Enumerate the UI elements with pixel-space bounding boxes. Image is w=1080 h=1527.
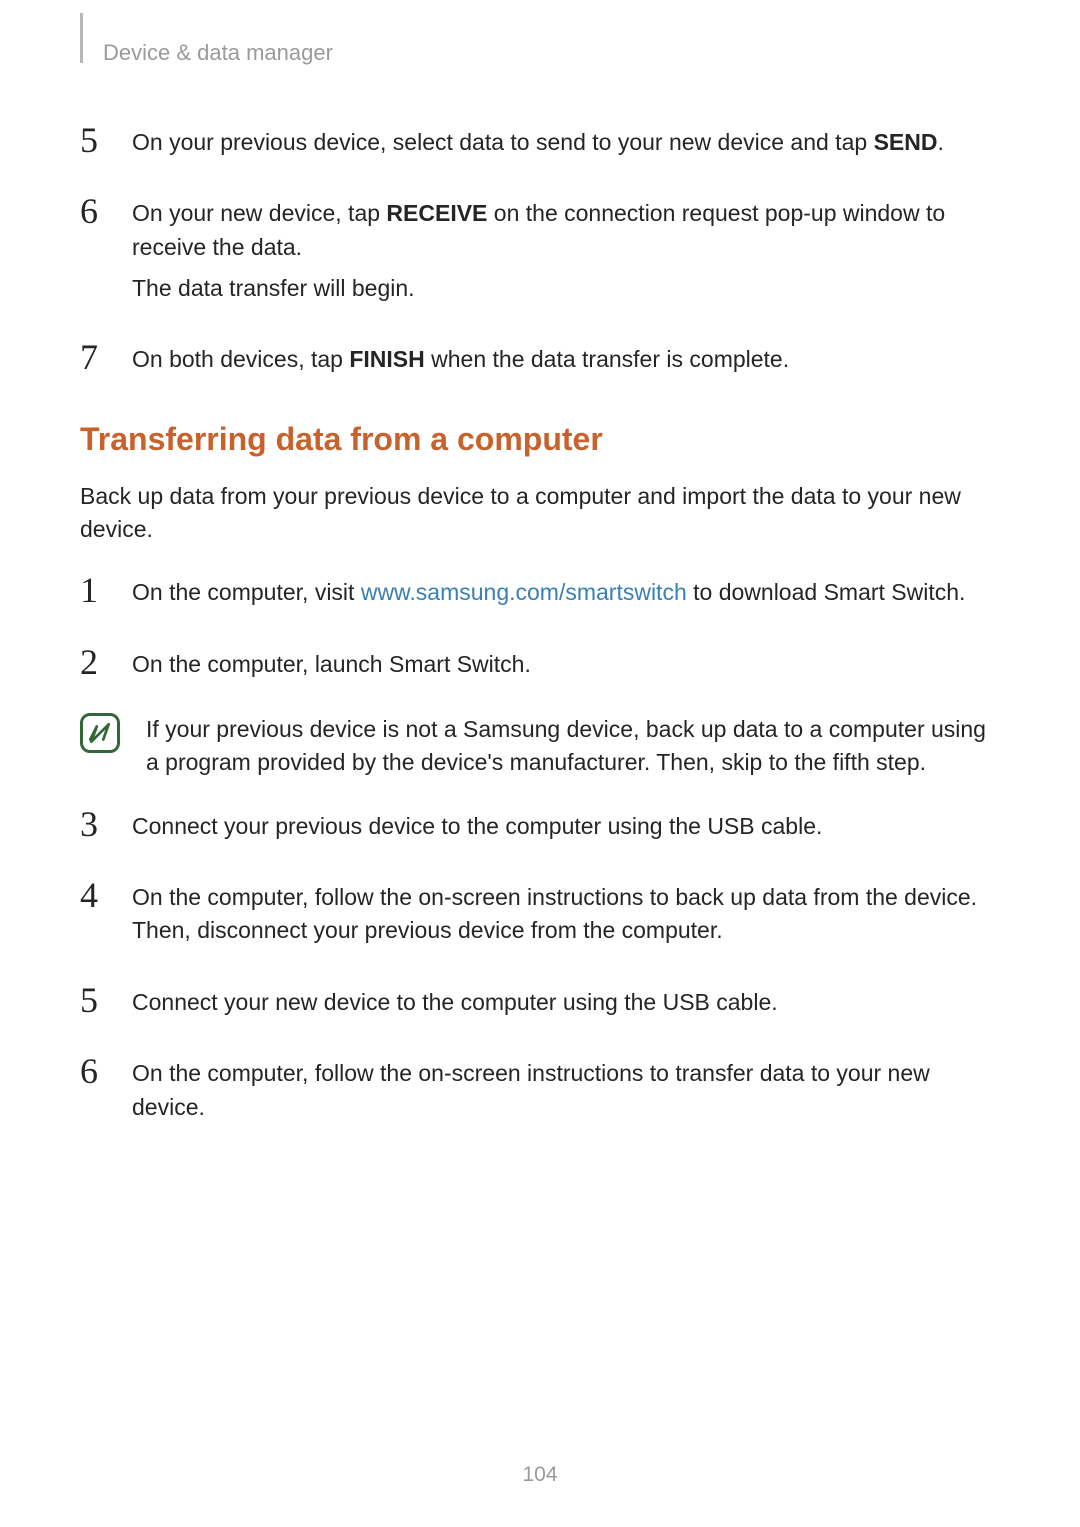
step-row: 3Connect your previous device to the com… (80, 810, 1000, 851)
step-line: On both devices, tap FINISH when the dat… (132, 343, 1000, 376)
section-heading: Transferring data from a computer (80, 421, 1000, 458)
step-line: On your new device, tap RECEIVE on the c… (132, 197, 1000, 264)
note-icon (80, 713, 120, 753)
bold-text: RECEIVE (386, 200, 487, 226)
step-body: On the computer, follow the on-screen in… (132, 881, 1000, 956)
text: Connect your previous device to the comp… (132, 813, 822, 839)
note-icon-wrap (80, 713, 132, 753)
text: On the computer, visit (132, 579, 361, 605)
step-body: On your previous device, select data to … (132, 126, 1000, 167)
step-line: Connect your previous device to the comp… (132, 810, 1000, 843)
step-number: 1 (80, 572, 132, 608)
step-number: 5 (80, 982, 132, 1018)
steps-list-1: 5On your previous device, select data to… (80, 126, 1000, 385)
step-row: 6On the computer, follow the on-screen i… (80, 1057, 1000, 1132)
step-row: 7On both devices, tap FINISH when the da… (80, 343, 1000, 384)
step-line: Connect your new device to the computer … (132, 986, 1000, 1019)
step-row: 5Connect your new device to the computer… (80, 986, 1000, 1027)
text: On the computer, follow the on-screen in… (132, 1060, 930, 1119)
page-number: 104 (0, 1463, 1080, 1487)
text: when the data transfer is complete. (425, 346, 789, 372)
text: On your new device, tap (132, 200, 386, 226)
step-row: 2On the computer, launch Smart Switch. (80, 648, 1000, 689)
bold-text: SEND (874, 129, 938, 155)
text: On the computer, launch Smart Switch. (132, 651, 531, 677)
step-line: On the computer, follow the on-screen in… (132, 1057, 1000, 1124)
step-line: On the computer, launch Smart Switch. (132, 648, 1000, 681)
steps-list-2a: 1On the computer, visit www.samsung.com/… (80, 576, 1000, 689)
breadcrumb: Device & data manager (80, 40, 1000, 66)
step-body: On the computer, visit www.samsung.com/s… (132, 576, 1000, 617)
step-line: On the computer, visit www.samsung.com/s… (132, 576, 1000, 609)
step-line: The data transfer will begin. (132, 272, 1000, 305)
step-number: 7 (80, 339, 132, 375)
step-row: 6On your new device, tap RECEIVE on the … (80, 197, 1000, 313)
step-number: 5 (80, 122, 132, 158)
breadcrumb-text: Device & data manager (103, 40, 333, 66)
document-page: Device & data manager 5On your previous … (0, 0, 1080, 1132)
step-body: On the computer, launch Smart Switch. (132, 648, 1000, 689)
text: to download Smart Switch. (687, 579, 966, 605)
bold-text: FINISH (349, 346, 424, 372)
step-number: 4 (80, 877, 132, 913)
step-body: Connect your new device to the computer … (132, 986, 1000, 1027)
step-number: 2 (80, 644, 132, 680)
step-row: 5On your previous device, select data to… (80, 126, 1000, 167)
note-block: If your previous device is not a Samsung… (80, 713, 1000, 780)
step-line: On the computer, follow the on-screen in… (132, 881, 1000, 948)
text: On your previous device, select data to … (132, 129, 874, 155)
step-number: 3 (80, 806, 132, 842)
breadcrumb-divider (80, 13, 83, 63)
step-number: 6 (80, 1053, 132, 1089)
step-body: On the computer, follow the on-screen in… (132, 1057, 1000, 1132)
step-line: On your previous device, select data to … (132, 126, 1000, 159)
text: . (937, 129, 943, 155)
step-body: Connect your previous device to the comp… (132, 810, 1000, 851)
step-row: 4On the computer, follow the on-screen i… (80, 881, 1000, 956)
text: On both devices, tap (132, 346, 349, 372)
step-body: On both devices, tap FINISH when the dat… (132, 343, 1000, 384)
note-text: If your previous device is not a Samsung… (132, 713, 1000, 780)
section-intro: Back up data from your previous device t… (80, 480, 1000, 547)
text: The data transfer will begin. (132, 275, 415, 301)
text: Connect your new device to the computer … (132, 989, 778, 1015)
step-row: 1On the computer, visit www.samsung.com/… (80, 576, 1000, 617)
link-text[interactable]: www.samsung.com/smartswitch (361, 579, 687, 605)
step-number: 6 (80, 193, 132, 229)
steps-list-2b: 3Connect your previous device to the com… (80, 810, 1000, 1132)
step-body: On your new device, tap RECEIVE on the c… (132, 197, 1000, 313)
text: On the computer, follow the on-screen in… (132, 884, 977, 943)
